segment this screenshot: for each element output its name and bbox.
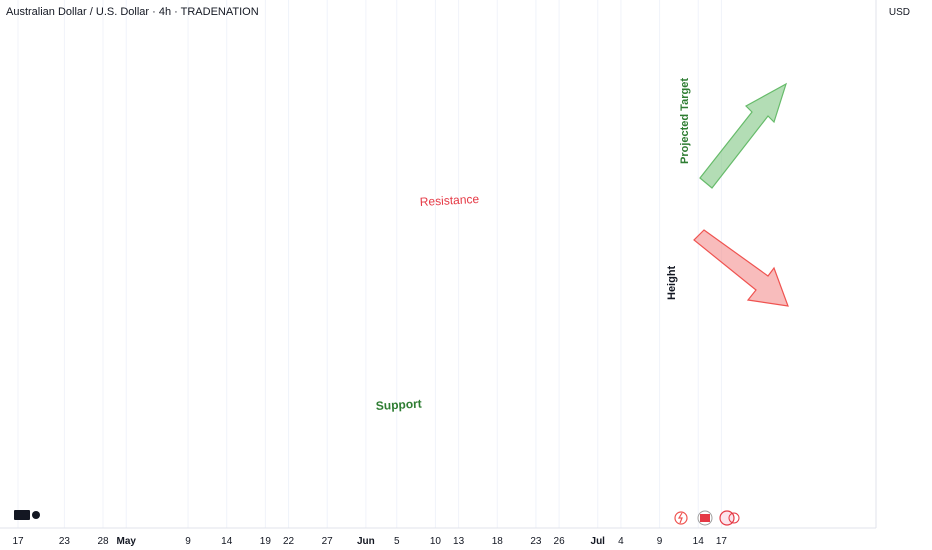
x-tick-label: 26 [554, 536, 566, 547]
height-label: Height [666, 265, 678, 300]
event-ring-icon [728, 512, 740, 524]
x-tick-label: 19 [260, 536, 272, 547]
x-tick-label: 14 [221, 536, 233, 547]
x-tick-label: 27 [322, 536, 334, 547]
flag-stripe-icon [700, 514, 710, 522]
x-tick-label: 17 [716, 536, 728, 547]
chart-title: Australian Dollar / U.S. Dollar · 4h · T… [6, 6, 259, 18]
x-tick-label: 4 [618, 536, 624, 547]
time-axis[interactable]: 17 23 28 May 9 14 19 22 27 Jun 5 10 13 18 23 26 Jul 4 9 14 1… [0, 527, 876, 547]
x-tick-label: 13 [453, 536, 465, 547]
bolt-icon [677, 512, 683, 524]
grid [17, 0, 722, 528]
x-tick-label: 17 [12, 536, 24, 547]
x-tick-label: 23 [59, 536, 71, 547]
x-tick-label: 18 [492, 536, 504, 547]
price-axis[interactable]: 0.625000.630000.635000.640000.645000.650… [875, 0, 930, 528]
watermark [14, 510, 740, 526]
bullish-arrow-icon [699, 82, 788, 189]
x-tick-label: Jun [357, 536, 375, 547]
tv-logo-icon [14, 510, 30, 520]
support-label: Support [375, 397, 422, 413]
resistance-label: Resistance [419, 192, 479, 209]
x-tick-label: 22 [283, 536, 295, 547]
x-tick-label: 9 [657, 536, 663, 547]
x-tick-label: Jul [591, 536, 606, 547]
x-tick-label: 10 [430, 536, 442, 547]
tv-logo-dot-icon [32, 511, 40, 519]
projected-target-label: Projected Target [679, 78, 691, 164]
x-tick-label: 5 [394, 536, 400, 547]
currency-label: USD [888, 7, 910, 18]
flash-icon [674, 511, 688, 525]
x-tick-label: 28 [97, 536, 109, 547]
x-tick-label: 23 [530, 536, 542, 547]
bearish-arrow-icon [693, 229, 789, 307]
x-tick-label: May [116, 536, 136, 547]
x-tick-label: 14 [693, 536, 705, 547]
x-tick-label: 9 [185, 536, 191, 547]
